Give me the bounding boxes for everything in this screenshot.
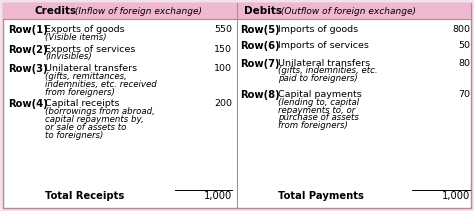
Text: (Visible items): (Visible items) bbox=[45, 33, 107, 42]
Text: Row(5): Row(5) bbox=[240, 25, 280, 35]
Text: 550: 550 bbox=[214, 25, 232, 34]
Text: from foreigners): from foreigners) bbox=[278, 121, 348, 130]
Text: Unilateral transfers: Unilateral transfers bbox=[45, 64, 137, 73]
Text: Row(8): Row(8) bbox=[240, 90, 280, 100]
Bar bbox=[3, 3, 237, 19]
Text: repayments to, or: repayments to, or bbox=[278, 106, 355, 115]
Text: Row(3): Row(3) bbox=[8, 64, 47, 74]
Text: capital repayments by,: capital repayments by, bbox=[45, 115, 144, 124]
Text: (Outflow of foreign exchange): (Outflow of foreign exchange) bbox=[278, 7, 416, 15]
Text: from foreigners): from foreigners) bbox=[45, 88, 115, 97]
Text: 80: 80 bbox=[458, 59, 470, 68]
Text: Credits: Credits bbox=[35, 6, 77, 16]
Text: Row(1): Row(1) bbox=[8, 25, 48, 35]
Text: Exports of goods: Exports of goods bbox=[45, 25, 125, 34]
Text: 1,000: 1,000 bbox=[442, 191, 470, 201]
Text: Imports of goods: Imports of goods bbox=[278, 25, 358, 34]
Text: (borrowings from abroad,: (borrowings from abroad, bbox=[45, 107, 155, 116]
Text: Row(4): Row(4) bbox=[8, 99, 48, 109]
Text: purchase of assets: purchase of assets bbox=[278, 113, 359, 122]
Text: Row(7): Row(7) bbox=[240, 59, 280, 69]
Text: 100: 100 bbox=[214, 64, 232, 73]
Text: (gifts, remittances,: (gifts, remittances, bbox=[45, 72, 127, 81]
Text: 200: 200 bbox=[214, 99, 232, 108]
Text: Imports of services: Imports of services bbox=[278, 41, 369, 50]
Text: 150: 150 bbox=[214, 45, 232, 54]
Text: Exports of services: Exports of services bbox=[45, 45, 136, 54]
Text: Capital payments: Capital payments bbox=[278, 90, 362, 99]
Text: (Inflow of foreign exchange): (Inflow of foreign exchange) bbox=[72, 7, 202, 15]
Text: Row(2): Row(2) bbox=[8, 45, 47, 55]
Text: Row(6): Row(6) bbox=[240, 41, 280, 51]
Text: (Invisibles): (Invisibles) bbox=[45, 52, 92, 61]
Bar bbox=[237, 3, 471, 19]
Text: 800: 800 bbox=[452, 25, 470, 34]
Text: Total Payments: Total Payments bbox=[278, 191, 364, 201]
Text: 1,000: 1,000 bbox=[204, 191, 232, 201]
Text: or sale of assets to: or sale of assets to bbox=[45, 123, 127, 132]
Text: Capital receipts: Capital receipts bbox=[45, 99, 119, 108]
Text: to foreigners): to foreigners) bbox=[45, 131, 103, 140]
Text: Total Receipts: Total Receipts bbox=[45, 191, 124, 201]
Text: Unilateral transfers: Unilateral transfers bbox=[278, 59, 370, 68]
Text: indemnities, etc. received: indemnities, etc. received bbox=[45, 80, 157, 89]
Text: paid to foreigners): paid to foreigners) bbox=[278, 74, 358, 83]
Text: (lending to, capital: (lending to, capital bbox=[278, 98, 359, 107]
Text: 50: 50 bbox=[458, 41, 470, 50]
Text: 70: 70 bbox=[458, 90, 470, 99]
Text: (gifts, indemnities, etc.: (gifts, indemnities, etc. bbox=[278, 66, 378, 75]
Text: Debits: Debits bbox=[244, 6, 282, 16]
